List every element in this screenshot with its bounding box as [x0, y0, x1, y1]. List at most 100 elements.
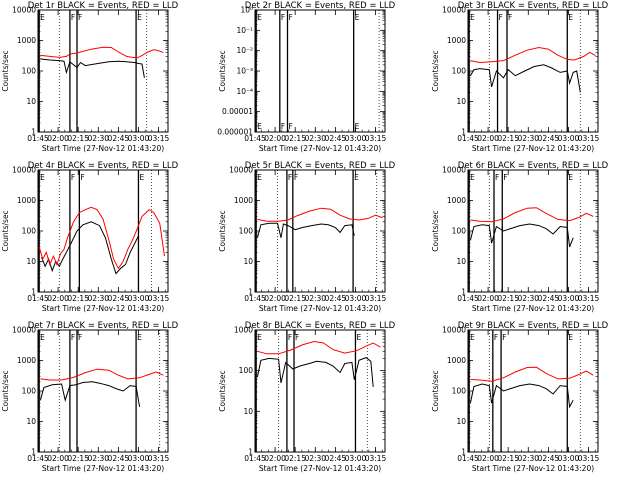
y-tick-label: 1 [461, 128, 466, 137]
series-events [41, 221, 139, 275]
y-tick-label: 1000 [447, 356, 466, 365]
panel-title: Det 9r BLACK = Events, RED = LLD [458, 321, 609, 331]
event-marker-label: E [568, 333, 573, 342]
y-tick-label: 10 [456, 257, 466, 266]
event-marker-label: E [257, 13, 262, 22]
y-tick-label: 10000 [442, 6, 466, 15]
x-tick-label: 02:15 [497, 294, 519, 303]
x-tick-label: 01:45 [244, 294, 266, 303]
plot-frame [254, 329, 386, 453]
y-tick-label: 100 [22, 387, 37, 396]
event-marker-label: F [288, 333, 292, 342]
series-lld [257, 340, 381, 355]
event-marker-label-bottom: E [355, 122, 360, 131]
y-tick-label: 10 [243, 257, 253, 266]
x-tick-label: 02:00 [47, 294, 69, 303]
event-marker-label: F [71, 13, 75, 22]
x-tick-label: 02:15 [284, 454, 306, 463]
y-tick-label: 1000 [17, 196, 36, 205]
series-lld [470, 366, 594, 382]
y-tick-label: 10000 [12, 6, 36, 15]
x-tick-label: 01:45 [457, 294, 479, 303]
x-tick-label: 02:30 [304, 134, 326, 143]
x-tick-label: 02:30 [87, 294, 109, 303]
y-tick-label: 1 [31, 128, 36, 137]
x-tick-label: 02:30 [517, 134, 539, 143]
y-tick-label: 10 [26, 257, 36, 266]
y-tick-label: 1000 [17, 356, 36, 365]
panel-1: Det 1r BLACK = Events, RED = LLD 1 10 100 10… [1, 1, 179, 153]
event-marker-label: F [71, 333, 75, 342]
x-tick-label: 01:45 [244, 134, 266, 143]
x-tick-label: 02:45 [538, 134, 560, 143]
y-tick-label: 10 [243, 407, 253, 416]
x-tick-label: 02:45 [325, 294, 347, 303]
y-tick-label: 1 [31, 448, 36, 457]
y-tick-label: 10000 [12, 326, 36, 335]
event-marker-label: F [288, 173, 292, 182]
y-tick-label: 10000 [442, 166, 466, 175]
x-tick-label: 02:00 [264, 294, 286, 303]
panel-title: Det 7r BLACK = Events, RED = LLD [28, 321, 179, 331]
y-tick-label: 1000 [447, 36, 466, 45]
series-lld [39, 46, 164, 59]
event-marker-label: E [568, 173, 573, 182]
series-events [469, 64, 581, 93]
x-tick-label: 02:15 [284, 134, 306, 143]
x-tick-label: 02:45 [108, 294, 130, 303]
x-tick-label: 03:00 [128, 294, 150, 303]
panel-6: Det 6r BLACK = Events, RED = LLD 1 10 100 10… [431, 161, 609, 313]
x-tick-label: 03:15 [578, 454, 600, 463]
x-tick-label: 01:45 [27, 454, 49, 463]
x-axis-label: Start Time (27-Nov-12 01:43:20) [472, 144, 594, 153]
series-lld [470, 46, 596, 64]
y-tick-label: 1 [461, 288, 466, 297]
panel-title: Det 1r BLACK = Events, RED = LLD [28, 1, 179, 11]
y-tick-label: 10 [456, 417, 466, 426]
x-tick-label: 02:00 [264, 134, 286, 143]
panel-5: Det 5r BLACK = Events, RED = LLD 1 10 100 10… [218, 161, 396, 313]
event-marker-label: E [137, 333, 142, 342]
event-marker-label: F [494, 333, 498, 342]
event-marker-label: E [354, 173, 359, 182]
x-tick-label: 02:45 [325, 134, 347, 143]
x-tick-label: 01:45 [457, 454, 479, 463]
event-marker-label: F [71, 173, 75, 182]
x-tick-label: 02:00 [477, 294, 499, 303]
x-tick-label: 02:15 [67, 294, 89, 303]
plot-frame [254, 169, 386, 293]
y-tick-label: 10000 [12, 166, 36, 175]
y-axis-label: Counts/sec [1, 370, 10, 411]
y-tick-label: 1000 [447, 196, 466, 205]
panel-title: Det 2r BLACK = Events, RED = LLD [245, 1, 396, 11]
x-tick-label: 02:00 [47, 134, 69, 143]
event-marker-label: E [470, 13, 475, 22]
panel-9: Det 9r BLACK = Events, RED = LLD 1 10 100 10… [431, 321, 609, 473]
panel-title: Det 4r BLACK = Events, RED = LLD [28, 161, 179, 171]
x-tick-label: 02:00 [477, 454, 499, 463]
plot-frame [467, 9, 599, 133]
x-axis-label: Start Time (27-Nov-12 01:43:20) [42, 464, 164, 473]
panel-3: Det 3r BLACK = Events, RED = LLD 1 10 100 10… [431, 1, 609, 153]
x-tick-label: 03:00 [128, 134, 150, 143]
panel-title: Det 6r BLACK = Events, RED = LLD [458, 161, 609, 171]
series-events [256, 222, 355, 238]
x-tick-label: 01:45 [27, 294, 49, 303]
event-marker-label: F [289, 13, 293, 22]
x-tick-label: 03:00 [345, 294, 367, 303]
x-tick-label: 02:30 [304, 294, 326, 303]
y-tick-label: 1 [31, 288, 36, 297]
event-marker-label: E [470, 333, 475, 342]
y-axis-label: Counts/sec [431, 370, 440, 411]
y-axis-label: Counts/sec [1, 210, 10, 251]
x-tick-label: 03:15 [578, 134, 600, 143]
y-tick-label: 0.000001 [217, 128, 253, 137]
x-axis-label: Start Time (27-Nov-12 01:43:20) [42, 144, 164, 153]
event-marker-label: F [281, 13, 285, 22]
y-tick-label: 100 [22, 67, 37, 76]
x-tick-label: 03:00 [345, 454, 367, 463]
x-tick-label: 03:00 [558, 294, 580, 303]
x-tick-label: 02:15 [67, 454, 89, 463]
y-tick-label: 10⁻² [236, 46, 253, 55]
event-marker-label: F [495, 173, 499, 182]
